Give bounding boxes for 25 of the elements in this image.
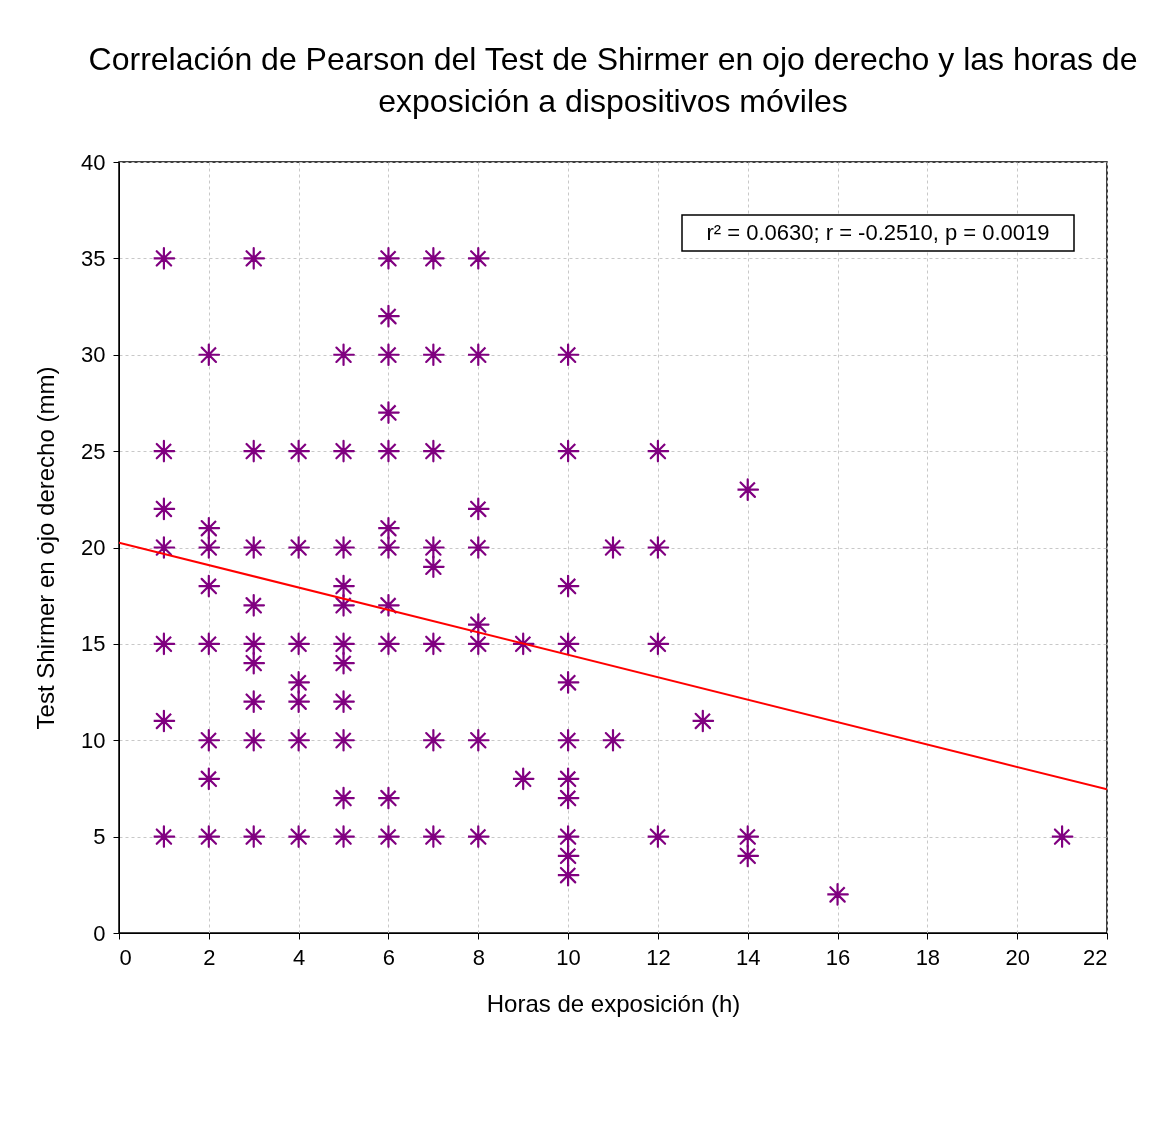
x-tick-label: 2 — [203, 944, 216, 970]
y-tick-label: 0 — [93, 920, 106, 946]
x-tick-label: 10 — [556, 944, 581, 970]
x-tick-label: 8 — [472, 944, 485, 970]
y-tick-label: 5 — [93, 824, 106, 850]
x-tick-label: 22 — [1083, 944, 1108, 970]
x-tick-label: 6 — [382, 944, 396, 970]
x-tick-label: 12 — [646, 944, 671, 970]
x-tick-label: 14 — [735, 944, 761, 970]
x-tick-label: 0 — [119, 944, 132, 970]
x-tick-label: 20 — [1005, 944, 1030, 970]
y-tick-label: 20 — [81, 535, 106, 560]
y-tick-label: 15 — [81, 631, 106, 657]
y-tick-label: 40 — [81, 149, 106, 175]
x-tick-label: 16 — [825, 944, 851, 970]
annotation: r² = 0.0630; r = -0.2510, p = 0.0019 — [706, 220, 1050, 245]
x-tick-label: 18 — [915, 944, 941, 970]
chart-title: Correlación de Pearson del Test de Shirmer en ojo derecho y las horas de exposición a dispositivos móviles — [88, 41, 1138, 119]
x-tick-label: 4 — [293, 944, 306, 970]
y-tick-label: 30 — [81, 342, 106, 368]
y-tick-label: 10 — [81, 727, 106, 753]
y-tick-label: 25 — [81, 438, 106, 464]
y-axis-title: Test Shirmer en ojo derecho (mm) — [32, 366, 60, 730]
y-tick-label: 35 — [81, 245, 106, 271]
x-axis-title: Horas de exposición (h) — [486, 989, 741, 1017]
